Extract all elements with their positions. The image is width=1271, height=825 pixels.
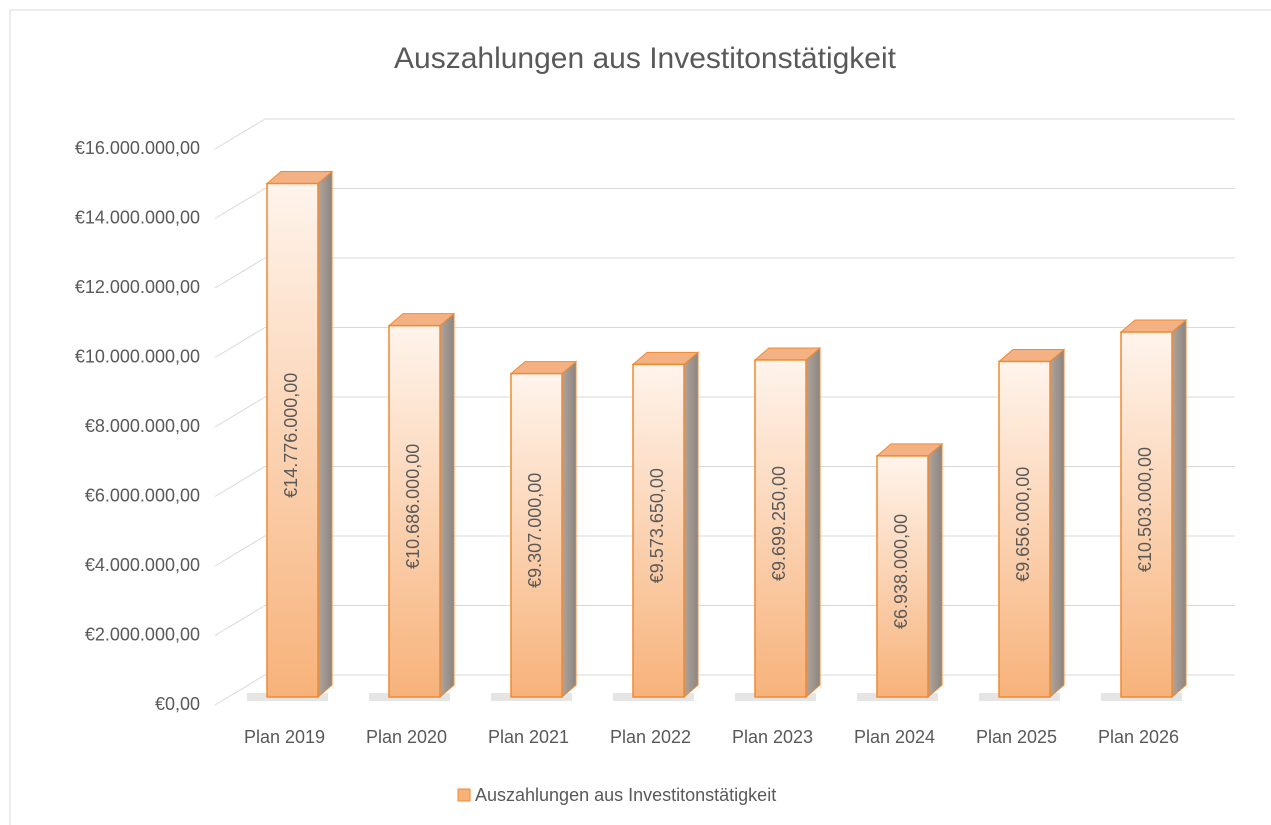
value-label: €10.503.000,00 [1135,447,1155,572]
x-tick-label: Plan 2021 [488,727,569,747]
bar-side [683,351,699,699]
y-tick-label: €2.000.000,00 [85,624,200,644]
grid-line [214,118,1235,150]
grid-line [214,535,1235,567]
bar [388,324,441,698]
x-tick-label: Plan 2020 [366,727,447,747]
y-tick-label: €6.000.000,00 [85,485,200,505]
x-tick-label: Plan 2019 [244,727,325,747]
x-tick-label: Plan 2024 [854,727,935,747]
x-tick-label: Plan 2025 [976,727,1057,747]
grid-line [214,396,1235,428]
bar [266,182,319,698]
x-tick-label: Plan 2026 [1098,727,1179,747]
grid-line [214,605,1235,636]
legend-swatch [457,788,471,802]
grid-line [214,466,1235,497]
y-tick-label: €0,00 [155,694,200,714]
value-label: €10.686.000,00 [403,444,423,569]
bar-side [927,442,943,699]
y-tick-label: €4.000.000,00 [85,555,200,575]
y-tick-label: €8.000.000,00 [85,416,200,436]
bar [1120,331,1173,698]
bar-side [1171,318,1187,699]
y-tick-label: €14.000.000,00 [75,207,200,227]
grid-line [214,674,1235,706]
chart-title: Auszahlungen aus Investitonstätigkeit [394,42,897,75]
value-label: €9.699.250,00 [769,466,789,581]
value-label: €9.656.000,00 [1013,467,1033,582]
value-label: €6.938.000,00 [891,514,911,629]
legend-label: Auszahlungen aus Investitonstätigkeit [475,785,776,805]
bar [510,372,563,698]
bar-side [317,170,333,699]
bar-side [1049,348,1065,699]
bar [632,363,685,698]
grid-line [214,327,1235,358]
y-tick-label: €12.000.000,00 [75,277,200,297]
bar-side [805,346,821,699]
bar-side [439,312,455,699]
bar [998,360,1051,698]
grid-line [214,257,1235,289]
x-tick-label: Plan 2022 [610,727,691,747]
bar-side [561,360,577,699]
value-label: €14.776.000,00 [281,373,301,498]
chart-border [9,9,1271,825]
value-label: €9.573.650,00 [647,468,667,583]
bar [754,359,807,698]
y-tick-label: €10.000.000,00 [75,346,200,366]
y-tick-label: €16.000.000,00 [75,138,200,158]
value-label: €9.307.000,00 [525,473,545,588]
x-tick-label: Plan 2023 [732,727,813,747]
grid-line [214,188,1235,219]
bar [876,455,929,698]
